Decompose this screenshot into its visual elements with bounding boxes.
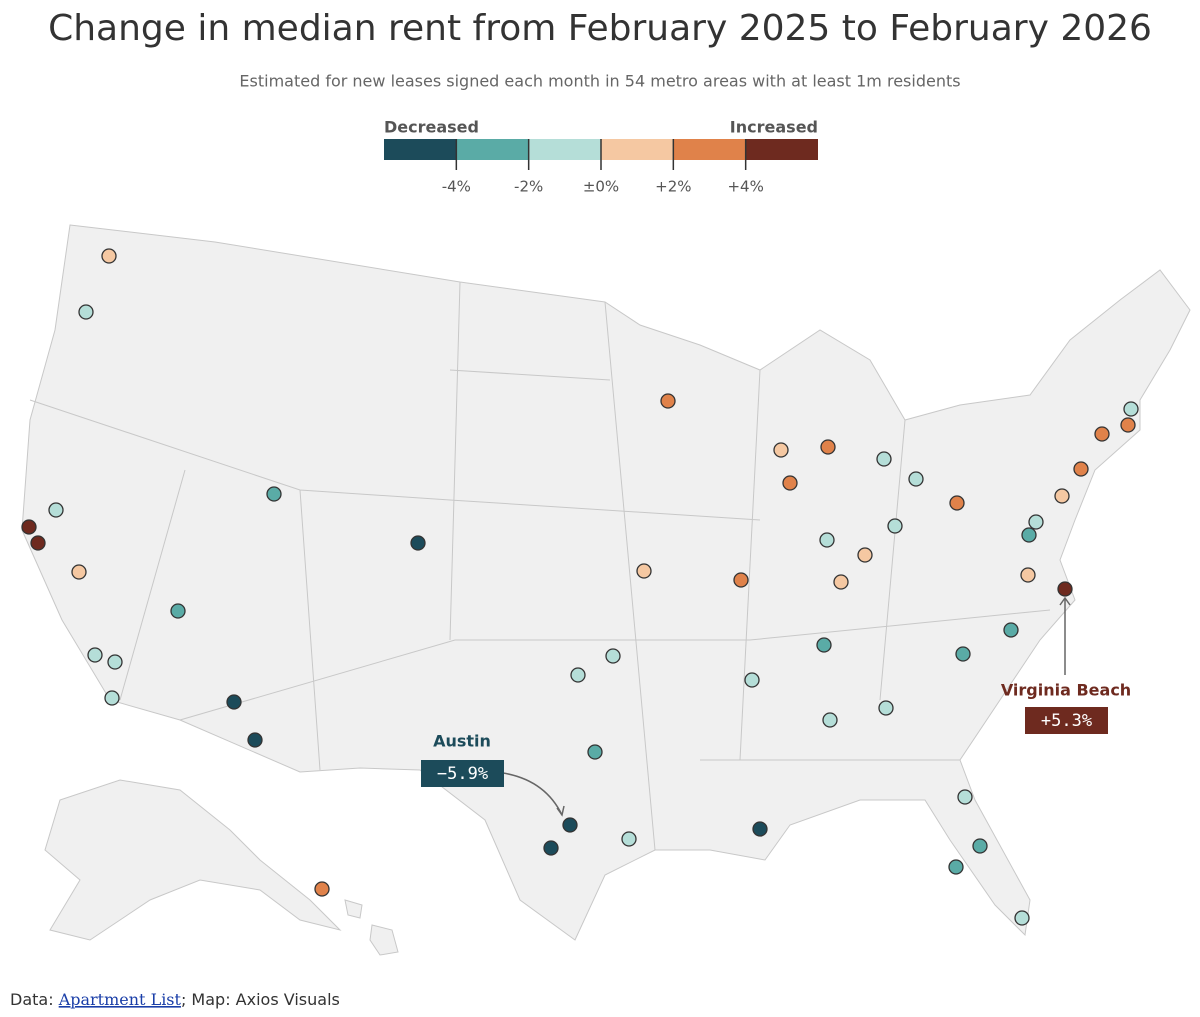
metro-dot xyxy=(887,518,903,534)
source-link[interactable]: Apartment List xyxy=(58,990,182,1009)
metro-dot xyxy=(570,667,586,683)
austin-arrow xyxy=(502,772,563,816)
metro-dot xyxy=(543,840,559,856)
metro-dot xyxy=(1003,622,1019,638)
metro-dot xyxy=(782,475,798,491)
subtitle: Estimated for new leases signed each mon… xyxy=(239,72,960,91)
metro-dot xyxy=(1014,910,1030,926)
metro-dot xyxy=(955,646,971,662)
hawaii xyxy=(344,899,399,956)
metro-dot xyxy=(71,564,87,580)
annotation-box xyxy=(1025,707,1108,734)
annotation-name: Austin xyxy=(433,732,491,751)
legend-tick-label: +2% xyxy=(655,178,691,196)
annotation-value: +5.3% xyxy=(1041,711,1092,731)
metro-dot xyxy=(1073,461,1089,477)
annotation-box xyxy=(421,760,504,787)
annotation-value: −5.9% xyxy=(437,764,488,784)
metro-dot xyxy=(949,495,965,511)
footer: Data: Apartment List; Map: Axios Visuals xyxy=(10,990,340,1009)
metro-dot xyxy=(1020,567,1036,583)
metro-dot xyxy=(1054,488,1070,504)
us-map xyxy=(21,224,1191,956)
metro-dot xyxy=(820,439,836,455)
metro-dot xyxy=(957,789,973,805)
legend-tick-label: -2% xyxy=(514,178,543,196)
legend-left: Decreased xyxy=(384,118,479,137)
metro-dot xyxy=(816,637,832,653)
metro-dot xyxy=(605,648,621,664)
legend-swatch xyxy=(384,139,457,160)
metro-dot xyxy=(314,881,330,897)
metro-dot xyxy=(972,838,988,854)
legend-swatch xyxy=(601,139,674,160)
metro-dot xyxy=(247,732,263,748)
legend-swatch xyxy=(528,139,601,160)
metro-dot xyxy=(819,532,835,548)
legend-right: Increased xyxy=(730,118,818,137)
legend-tick-label: -4% xyxy=(442,178,471,196)
metro-dot xyxy=(876,451,892,467)
metro-dot xyxy=(857,547,873,563)
metro-dot xyxy=(878,700,894,716)
legend-tick-label: +4% xyxy=(727,178,763,196)
metro-dot xyxy=(30,535,46,551)
metro-dot xyxy=(822,712,838,728)
legend-swatch xyxy=(673,139,746,160)
metro-dot xyxy=(1094,426,1110,442)
metro-dot xyxy=(908,471,924,487)
legend-swatch xyxy=(745,139,818,160)
metro-dot xyxy=(833,574,849,590)
metro-dot xyxy=(744,672,760,688)
title: Change in median rent from February 2025… xyxy=(48,8,1152,49)
metro-dot xyxy=(48,502,64,518)
footer-prefix: Data: xyxy=(10,990,54,1009)
metro-dot xyxy=(621,831,637,847)
metro-dot xyxy=(226,694,242,710)
metro-dot xyxy=(1057,581,1073,597)
metro-dot xyxy=(752,821,768,837)
metro-dot xyxy=(101,248,117,264)
metro-dot xyxy=(87,647,103,663)
vb-arrow xyxy=(1059,596,1071,675)
metro-dot xyxy=(733,572,749,588)
metro-dot xyxy=(266,486,282,502)
austin-arrowhead xyxy=(556,805,565,817)
legend-swatch xyxy=(456,139,529,160)
metro-dot xyxy=(78,304,94,320)
metro-dots xyxy=(21,248,1139,926)
metro-dot xyxy=(1021,527,1037,543)
legend-tick-label: ±0% xyxy=(583,178,619,196)
metro-dot xyxy=(107,654,123,670)
metro-dot xyxy=(410,535,426,551)
metro-dot xyxy=(104,690,120,706)
footer-suffix: ; Map: Axios Visuals xyxy=(181,990,340,1009)
metro-dot xyxy=(660,393,676,409)
metro-dot xyxy=(587,744,603,760)
alaska xyxy=(44,779,342,941)
metro-dot xyxy=(1123,401,1139,417)
annotation-name: Virginia Beach xyxy=(1001,681,1131,700)
metro-dot xyxy=(948,859,964,875)
metro-dot xyxy=(773,442,789,458)
metro-dot xyxy=(562,817,578,833)
metro-dot xyxy=(636,563,652,579)
metro-dot xyxy=(1028,514,1044,530)
metro-dot xyxy=(170,603,186,619)
metro-dot xyxy=(21,519,37,535)
metro-dot xyxy=(1120,417,1136,433)
state-lines xyxy=(29,281,1051,851)
